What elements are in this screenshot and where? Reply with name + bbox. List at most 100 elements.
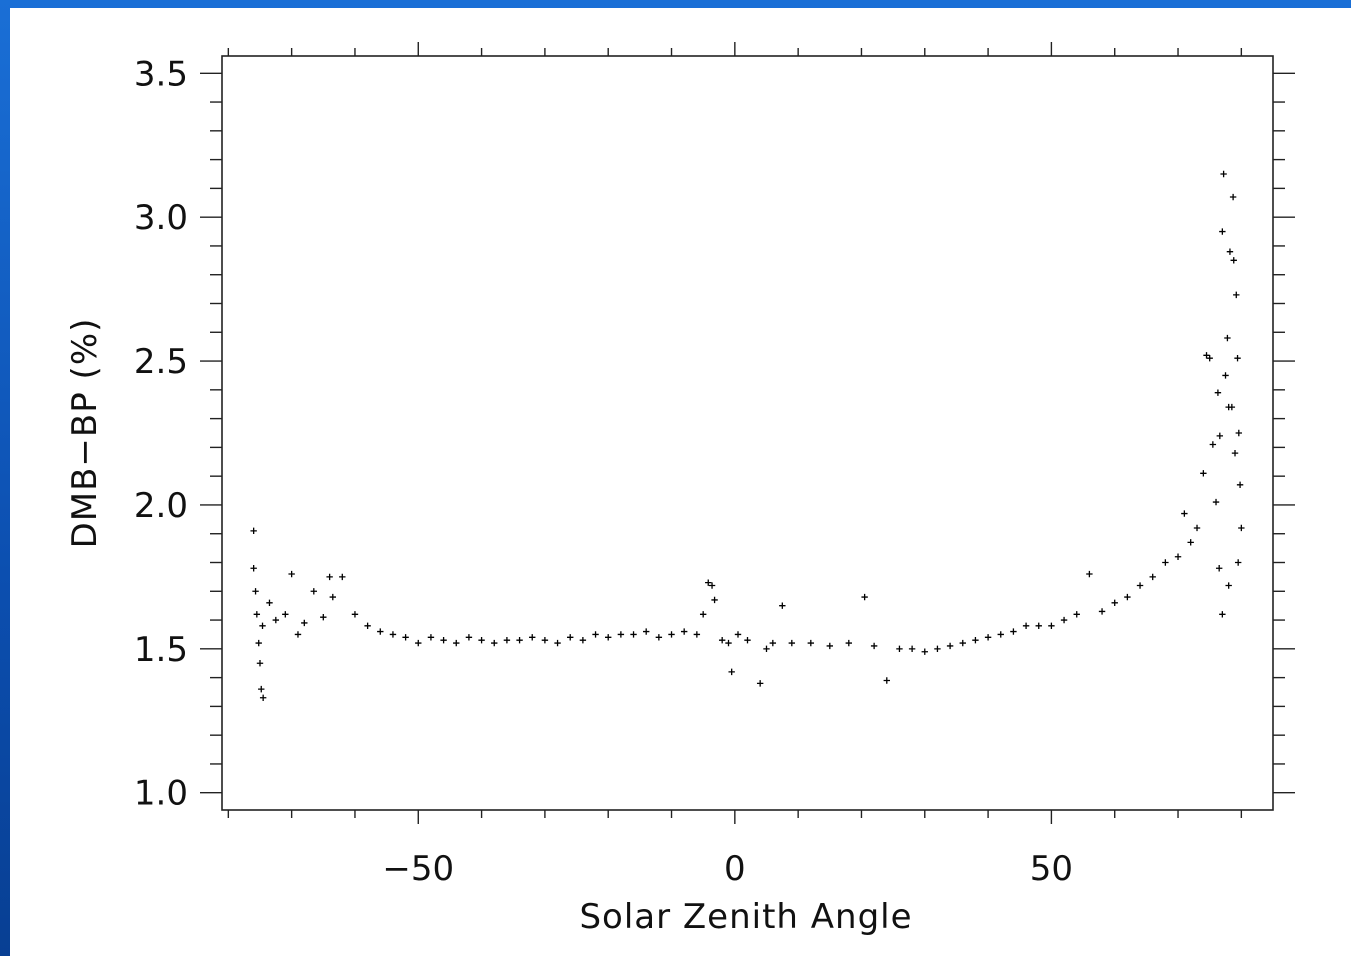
- data-point: [282, 611, 289, 618]
- data-point: [779, 602, 786, 609]
- data-point: [1215, 565, 1223, 572]
- data-point: [364, 622, 371, 630]
- data-point: [1222, 372, 1229, 379]
- data-point: [1212, 498, 1220, 506]
- data-point: [1098, 608, 1106, 615]
- data-point: [1220, 170, 1227, 178]
- data-point: [769, 639, 777, 647]
- data-point: [1086, 570, 1093, 578]
- data-point: [1203, 352, 1210, 359]
- data-point: [1174, 553, 1182, 560]
- data-point: [630, 631, 637, 638]
- data-point: [1136, 582, 1144, 589]
- data-point: [788, 639, 796, 647]
- data-point: [529, 634, 536, 641]
- data-point: [1219, 611, 1226, 618]
- data-point: [763, 645, 770, 653]
- data-point: [728, 668, 735, 676]
- data-point: [946, 642, 954, 650]
- data-point: [427, 634, 435, 641]
- data-point: [1022, 622, 1030, 630]
- data-point: [377, 628, 384, 635]
- data-point: [883, 677, 890, 684]
- data-point: [734, 631, 742, 638]
- data-point: [1149, 573, 1156, 581]
- data-point: [845, 639, 853, 647]
- data-point: [453, 639, 460, 647]
- data-point: [554, 639, 561, 647]
- y-axis-title: DMB−BP (%): [65, 318, 105, 549]
- data-point: [807, 639, 815, 647]
- data-point: [1124, 593, 1131, 601]
- data-point: [1060, 616, 1068, 624]
- data-point: [1230, 257, 1237, 264]
- data-point: [1209, 441, 1217, 448]
- data-point: [579, 637, 587, 644]
- data-point: [256, 660, 264, 667]
- data-point: [516, 637, 523, 644]
- data-point: [1233, 291, 1240, 299]
- data-point: [642, 628, 650, 635]
- data-point: [870, 642, 878, 650]
- data-point: [1228, 403, 1236, 411]
- data-point: [680, 628, 688, 635]
- data-point: [756, 680, 764, 687]
- data-point: [272, 616, 280, 624]
- data-point: [326, 573, 333, 581]
- x-tick-label: −50: [382, 849, 454, 889]
- data-point: [1187, 539, 1194, 546]
- data-point: [705, 579, 712, 586]
- data-point: [1224, 334, 1231, 342]
- data-point: [288, 570, 295, 578]
- data-point: [718, 637, 726, 644]
- data-point: [959, 639, 966, 647]
- data-point: [1238, 524, 1245, 532]
- data-points: [250, 170, 1245, 701]
- data-point: [699, 611, 707, 618]
- data-point: [415, 639, 422, 647]
- data-point: [1231, 449, 1239, 457]
- data-point: [1214, 389, 1222, 396]
- data-point: [1206, 354, 1213, 362]
- data-point: [1229, 193, 1237, 201]
- data-point: [503, 637, 511, 644]
- data-point: [351, 611, 359, 618]
- y-tick-label: 1.0: [134, 774, 188, 814]
- data-point: [655, 634, 663, 641]
- data-point: [708, 582, 716, 589]
- data-point: [972, 637, 979, 644]
- data-point: [1226, 248, 1234, 255]
- data-point: [1073, 611, 1080, 618]
- data-point: [250, 565, 257, 572]
- y-tick-label: 1.5: [134, 630, 188, 670]
- data-point: [255, 639, 262, 647]
- data-point: [693, 631, 701, 638]
- scatter-chart: −50 0 50 1.0 1.5 2.0 2.5 3.0 3.5 Solar Zenith An…: [65, 42, 1295, 937]
- data-point: [725, 639, 732, 647]
- data-point: [605, 634, 612, 641]
- tick-labels: −50 0 50 1.0 1.5 2.0 2.5 3.0 3.5: [134, 54, 1073, 889]
- data-point: [1010, 628, 1017, 635]
- data-point: [921, 648, 928, 655]
- data-point: [301, 619, 308, 627]
- y-tick-label: 3.0: [134, 198, 188, 238]
- x-axis-title: Solar Zenith Angle: [579, 897, 912, 937]
- data-point: [294, 631, 302, 638]
- data-point: [1235, 429, 1243, 437]
- data-point: [744, 637, 751, 644]
- data-point: [259, 622, 266, 630]
- data-point: [1234, 559, 1242, 566]
- data-point: [826, 642, 834, 650]
- data-point: [997, 631, 1004, 638]
- data-point: [1219, 228, 1226, 235]
- data-point: [310, 588, 318, 595]
- data-point: [252, 588, 259, 595]
- data-point: [440, 637, 447, 644]
- data-point: [465, 634, 473, 641]
- data-point: [491, 639, 498, 647]
- y-tick-label: 2.0: [134, 486, 188, 526]
- data-point: [1216, 432, 1224, 440]
- data-point: [1225, 582, 1232, 589]
- data-point: [253, 611, 261, 618]
- y-tick-label: 3.5: [134, 54, 188, 94]
